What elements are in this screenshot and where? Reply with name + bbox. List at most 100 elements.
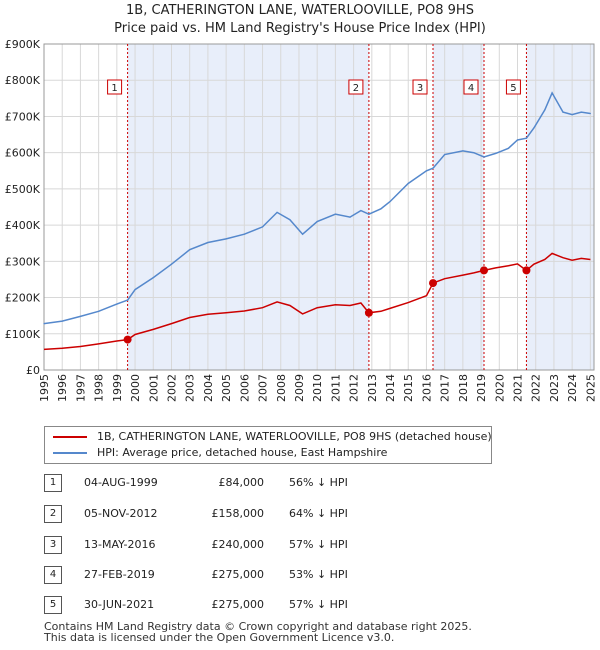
sale-hpi-diff: 56% ↓ HPI: [289, 476, 348, 489]
x-tick-group: 2020: [493, 374, 506, 402]
x-tick-label: 2003: [184, 374, 197, 402]
chart-title: 1B, CATHERINGTON LANE, WATERLOOVILLE, PO…: [0, 2, 600, 38]
hpi-data-point: [134, 288, 136, 291]
x-tick-label: 2025: [584, 374, 597, 402]
legend: 1B, CATHERINGTON LANE, WATERLOOVILLE, PO…: [44, 426, 492, 464]
sale-date: 04-AUG-1999: [84, 476, 158, 489]
x-tick-label: 1996: [56, 374, 69, 402]
sale-row: 5 30-JUN-2021 £275,000 57% ↓ HPI: [44, 596, 464, 614]
hpi-data-point: [473, 152, 475, 154]
plot-frame: [43, 43, 595, 371]
sale-label-number: 3: [417, 83, 423, 94]
x-tick-label: 1999: [111, 374, 124, 402]
hpi-data-point: [389, 200, 391, 203]
sale-label-number: 1: [111, 83, 117, 94]
x-tick-label: 2008: [275, 374, 288, 402]
legend-swatch-hpi: [53, 452, 87, 454]
sale-row: 1 04-AUG-1999 £84,000 56% ↓ HPI: [44, 474, 464, 492]
hpi-data-point: [170, 263, 173, 265]
hpi-data-point: [360, 210, 362, 212]
x-tick-group: 2019: [475, 374, 488, 402]
x-tick-group: 2009: [293, 374, 306, 402]
x-tick-group: 2005: [220, 374, 233, 402]
x-tick-label: 2017: [439, 374, 452, 402]
sale-number-badge: 3: [44, 536, 62, 554]
x-tick-group: 2010: [311, 374, 324, 402]
sale-row: 4 27-FEB-2019 £275,000 53% ↓ HPI: [44, 566, 464, 584]
x-tick-group: 2015: [402, 374, 415, 402]
x-tick-group: 2023: [548, 374, 561, 402]
hpi-series-line: [43, 91, 591, 325]
x-tick-label: 2002: [165, 374, 178, 402]
x-tick-group: 2007: [257, 374, 270, 402]
hpi-data-point: [152, 277, 154, 279]
x-tick-label: 2001: [147, 374, 160, 402]
x-tick-label: 1995: [38, 374, 51, 402]
x-tick-label: 2018: [457, 374, 470, 402]
x-tick-label: 2004: [202, 374, 215, 402]
hpi-data-point: [276, 211, 278, 214]
hpi-data-point: [495, 152, 497, 154]
x-tick-group: 2006: [238, 374, 251, 402]
x-tick-label: 1997: [74, 374, 87, 402]
x-tick-group: 2012: [348, 374, 361, 402]
sale-hpi-diff: 57% ↓ HPI: [289, 598, 348, 611]
hpi-data-point: [79, 315, 82, 317]
x-tick-group: 2014: [384, 374, 397, 402]
x-tick-label: 2023: [548, 374, 561, 402]
hpi-data-point: [243, 233, 245, 235]
sale-date: 05-NOV-2012: [84, 507, 158, 520]
sale-label-box: [463, 79, 479, 95]
x-tick-label: 2000: [129, 374, 142, 402]
x-tick-label: 2022: [530, 374, 543, 402]
sale-point-marker: [123, 335, 132, 344]
sale-label-box: [348, 79, 364, 95]
x-tick-group: 2025: [584, 374, 597, 402]
y-tick-label: £500K: [5, 183, 41, 196]
x-tick-label: 2010: [311, 374, 324, 402]
sale-point-marker: [429, 279, 438, 288]
y-tick-label: £600K: [5, 147, 41, 160]
footer: Contains HM Land Registry data © Crown c…: [44, 621, 472, 643]
x-tick-label: 2024: [566, 374, 579, 402]
y-tick-label: £200K: [5, 292, 41, 305]
sale-price: £158,000: [211, 507, 265, 520]
legend-label-hpi: HPI: Average price, detached house, East…: [97, 446, 388, 459]
x-tick-group: 2013: [366, 374, 379, 402]
x-tick-group: 2001: [147, 374, 160, 402]
x-tick-group: 1999: [111, 374, 124, 402]
y-tick-label: £0: [26, 364, 40, 377]
hpi-data-point: [562, 111, 564, 113]
sale-label-number: 4: [468, 83, 474, 94]
hpi-data-point: [368, 213, 370, 215]
sale-point-marker: [522, 266, 531, 275]
sale-label-box: [505, 79, 521, 95]
sale-price: £240,000: [211, 538, 265, 551]
sale-hpi-diff: 64% ↓ HPI: [289, 507, 348, 520]
footer-licence: This data is licensed under the Open Gov…: [44, 631, 395, 644]
y-tick-label: £800K: [5, 74, 41, 87]
sale-period-shade: [127, 44, 369, 370]
x-tick-group: 2002: [165, 374, 178, 402]
hpi-data-point: [116, 303, 118, 305]
sale-label-box: [107, 79, 123, 95]
hpi-data-point: [432, 167, 434, 169]
sale-date: 27-FEB-2019: [84, 568, 155, 581]
y-tick-label: £100K: [5, 328, 41, 341]
hpi-data-point: [580, 111, 582, 113]
x-tick-group: 2011: [329, 374, 342, 402]
x-tick-label: 2016: [420, 374, 433, 402]
sale-point-marker: [480, 266, 488, 275]
hpi-data-point: [525, 137, 528, 139]
x-tick-label: 2005: [220, 374, 233, 402]
hpi-data-point: [189, 249, 191, 251]
x-tick-label: 2019: [475, 374, 488, 402]
x-tick-label: 2006: [238, 374, 251, 402]
legend-swatch-property: [53, 436, 87, 438]
y-tick-label: £700K: [5, 110, 41, 123]
hpi-data-point: [334, 213, 336, 215]
hpi-data-point: [349, 216, 351, 218]
hpi-data-point: [462, 150, 464, 152]
x-tick-group: 1995: [38, 374, 51, 402]
y-tick-label: £300K: [5, 255, 41, 268]
